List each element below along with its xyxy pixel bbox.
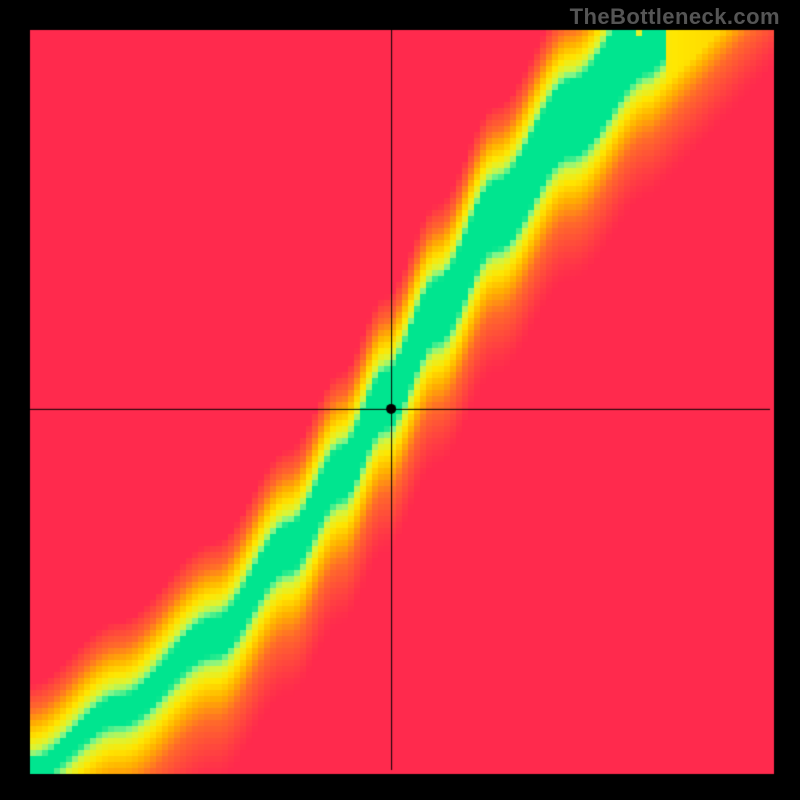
- bottleneck-heatmap: [0, 0, 800, 800]
- watermark-label: TheBottleneck.com: [570, 4, 780, 30]
